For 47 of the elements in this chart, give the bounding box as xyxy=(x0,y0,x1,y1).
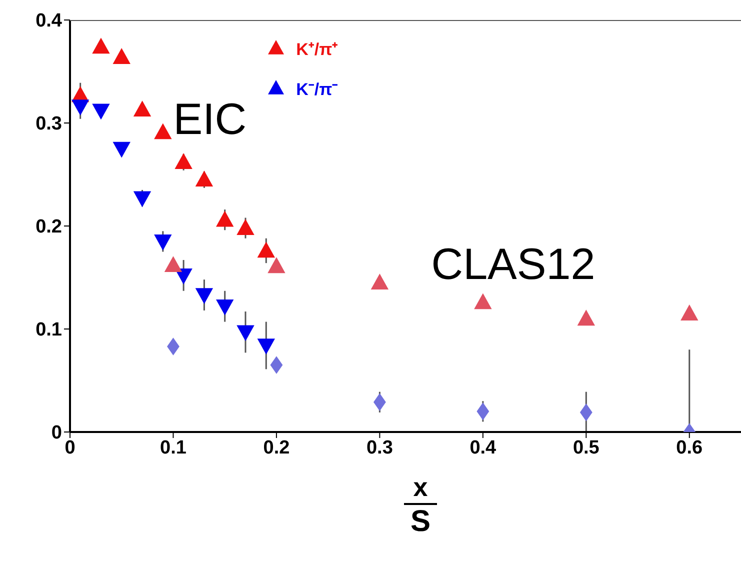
x-tick-label: 0.2 xyxy=(263,437,290,458)
text: S xyxy=(404,503,436,539)
point xyxy=(258,242,275,258)
annotation: CLAS12 xyxy=(431,240,596,290)
point xyxy=(258,338,275,354)
point xyxy=(164,256,182,272)
point xyxy=(216,211,234,227)
point xyxy=(196,171,213,187)
x-tick-label: 0.1 xyxy=(160,437,187,458)
point xyxy=(167,338,180,356)
point xyxy=(680,305,698,320)
y-tick-label: 0.2 xyxy=(36,216,62,238)
y-tick-label: 0.4 xyxy=(36,10,62,32)
legend-label: K⁺/π⁺ xyxy=(296,38,338,60)
point xyxy=(268,258,285,274)
x-tick-label: 0 xyxy=(64,437,76,458)
point xyxy=(236,325,254,341)
y-tick-label: 0 xyxy=(51,422,62,444)
point xyxy=(154,234,172,250)
point xyxy=(216,299,234,315)
x-tick-label: 0.4 xyxy=(470,437,497,458)
point xyxy=(196,288,213,304)
point xyxy=(72,100,89,116)
point xyxy=(92,104,110,120)
point xyxy=(270,356,283,374)
point xyxy=(113,142,130,158)
y-tick-label: 0.3 xyxy=(36,114,62,135)
y-tick-label: 0.1 xyxy=(36,320,62,341)
point xyxy=(175,154,192,170)
point xyxy=(113,48,130,64)
x-tick-label: 0.3 xyxy=(366,437,393,458)
point xyxy=(578,310,595,326)
x-axis-title: x xyxy=(413,472,428,503)
point xyxy=(474,294,492,310)
point xyxy=(236,220,254,235)
point xyxy=(134,101,151,117)
point xyxy=(374,394,386,411)
point xyxy=(476,402,490,420)
annotation: EIC xyxy=(173,95,247,145)
point xyxy=(154,124,172,140)
x-tick-label: 0.6 xyxy=(676,437,703,458)
point xyxy=(92,38,110,54)
legend-label: K⁻/π⁻ xyxy=(296,78,338,100)
x-tick-label: 0.5 xyxy=(572,437,600,458)
point xyxy=(371,274,388,290)
point xyxy=(580,404,592,421)
point xyxy=(134,191,151,207)
